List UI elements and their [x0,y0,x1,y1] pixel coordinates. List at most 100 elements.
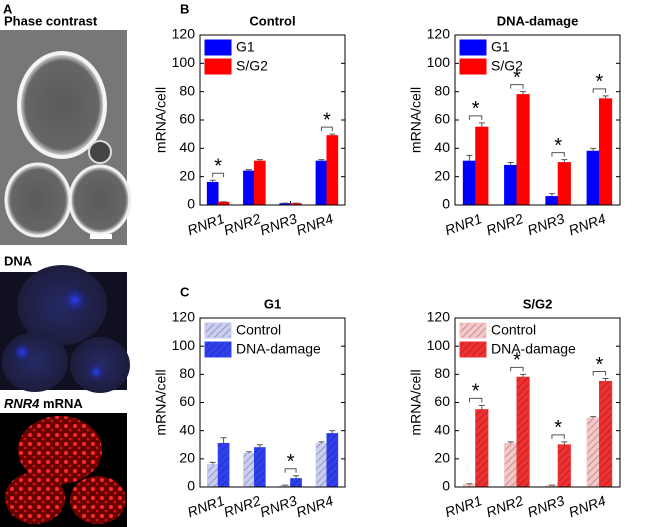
error-bar [245,169,252,171]
x-tick-label: RNR1 [185,492,226,520]
error-bar [602,95,609,99]
legend-swatch [204,341,232,358]
y-tick-label: 20 [179,167,195,183]
y-axis-label: mRNA/cell [153,369,169,435]
legend-label: G1 [491,39,510,55]
bracket [284,468,297,473]
significance-star: * [323,109,331,131]
plot-frame [454,317,621,488]
y-tick-label: 0 [442,196,450,212]
y-tick-label: 0 [187,196,195,212]
image-title: RNR4 mRNA [4,396,83,411]
y-tick-label: 100 [172,337,196,353]
x-tick-label: RNR1 [185,210,226,238]
legend-swatch [204,58,232,75]
legend-swatch [459,322,487,339]
y-tick-label: 80 [179,82,195,98]
error-bar [329,430,336,434]
error-bar [466,154,473,162]
bar [315,442,328,488]
legend-label: G1 [236,39,255,55]
chart-title: DNA-damage [497,13,579,28]
error-bar [520,91,527,95]
x-tick-label: RNR4 [294,492,335,520]
bracket [592,88,607,93]
legend-swatch [459,39,487,56]
legend-label: Control [491,322,536,338]
y-tick-label: 60 [179,111,195,127]
y-tick-label: 80 [179,365,195,381]
y-tick-label: 60 [179,393,195,409]
bracket [551,434,565,439]
chart-title: G1 [264,296,281,311]
y-tick-label: 100 [427,337,451,353]
bracket [510,366,524,372]
chart-title: S/G2 [523,296,553,311]
y-tick-label: 100 [427,54,451,70]
error-bar [507,162,514,166]
x-tick-label: RNR2 [221,210,262,238]
bar [475,409,489,488]
bar [516,94,530,206]
bracket [592,371,607,376]
significance-star: * [595,354,603,376]
bar [557,444,571,488]
bar [243,170,255,206]
y-tick-label: 80 [434,82,450,98]
error-bar [256,159,263,162]
image-title-rest: mRNA [43,396,83,411]
plot-frame [454,34,621,206]
error-bar [602,378,609,382]
bar [290,478,302,488]
bar [253,160,266,206]
y-tick-label: 120 [427,26,451,42]
bar [586,417,600,488]
bar [598,380,613,488]
image-title: DNA [4,253,33,268]
error-bar [256,444,263,448]
significance-star: * [214,155,222,177]
y-tick-label: 120 [427,309,451,325]
bracket [320,126,333,132]
error-bar [293,475,300,479]
bar [315,160,328,206]
bar [253,447,266,488]
significance-star: * [554,417,562,439]
panel-label: C [180,284,190,299]
error-bar [209,179,216,183]
y-tick-label: 40 [434,421,450,437]
error-bar [318,159,325,162]
legend-label: DNA-damage [236,341,321,357]
significance-star: * [595,71,603,93]
legend-label: Control [236,322,281,338]
bar [462,160,477,206]
y-tick-label: 120 [172,309,196,325]
y-tick-label: 120 [172,26,196,42]
bar [504,164,518,206]
panel-label: A [3,1,13,16]
legend-swatch [204,39,232,56]
y-tick-label: 40 [434,139,450,155]
bar [206,464,219,488]
dna-image [0,265,130,393]
bracket [510,84,524,89]
y-tick-label: 40 [179,421,195,437]
x-tick-label: RNR3 [258,492,299,520]
bar [586,150,600,206]
bar [598,98,613,206]
bar [217,442,230,488]
bar [557,162,571,206]
significance-star: * [513,67,521,89]
significance-star: * [513,350,521,372]
x-tick-label: RNR1 [443,210,484,238]
x-tick-label: RNR3 [258,210,299,238]
y-tick-label: 0 [187,478,195,494]
bracket [468,397,483,403]
x-tick-label: RNR4 [566,492,607,520]
y-tick-label: 20 [434,167,450,183]
error-bar [548,193,555,197]
plot-frame [199,34,346,206]
significance-star: * [554,135,562,157]
error-bar [318,441,325,444]
